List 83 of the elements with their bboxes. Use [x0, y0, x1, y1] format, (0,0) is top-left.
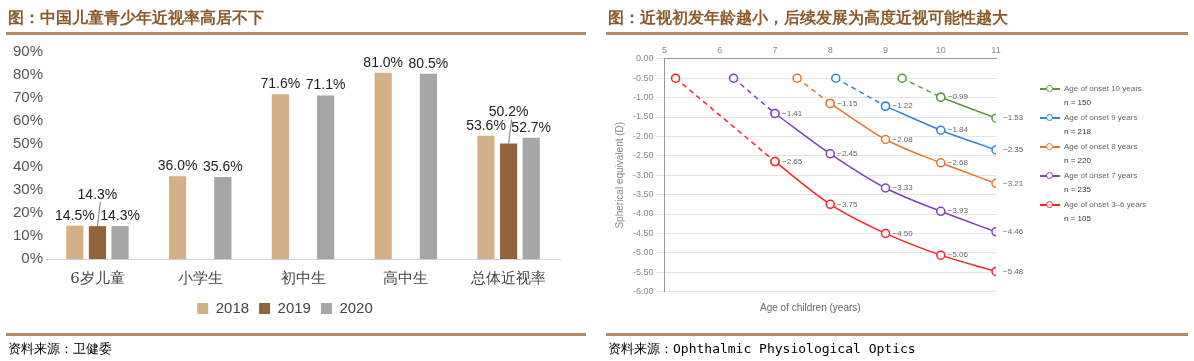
legend-label: Age of onset 8 years [1064, 142, 1139, 151]
y-tick-label: 50% [12, 134, 44, 152]
y-tick-label: 70% [12, 88, 44, 106]
y-tick-label: 0% [21, 249, 44, 267]
text: n = 150 [1064, 98, 1092, 107]
x-axis-title: Age of children (years) [760, 302, 861, 313]
text: 资料来源：Ophthalmic Physiological Optics [608, 340, 916, 358]
data-label: −2.08 [892, 134, 914, 144]
y-tick-label: 30% [12, 180, 44, 198]
x-tick-label: 9 [883, 44, 889, 55]
y-tick-label: -5.00 [633, 247, 654, 258]
data-label: 14.3% [100, 206, 140, 223]
data-label: 14.5% [54, 206, 95, 223]
y-tick-label: 60% [12, 111, 44, 129]
y-tick-label: -2.50 [633, 150, 654, 161]
data-label: −3.21 [1003, 178, 1024, 188]
data-label: −4.50 [892, 228, 914, 238]
y-tick-label: -3.00 [633, 169, 654, 180]
data-label: −1.84 [947, 125, 969, 135]
text: n = 235 [1064, 185, 1092, 194]
y-tick-label: -4.00 [633, 208, 654, 219]
x-tick-label: 初中生 [280, 268, 326, 287]
text: 资料来源：卫健委 [8, 340, 112, 358]
data-label: −5.48 [1003, 266, 1024, 276]
data-label: −3.93 [947, 206, 969, 216]
data-label: 71.1% [305, 76, 346, 93]
y-tick-label: -1.00 [633, 92, 654, 103]
legend-label: 2018 [215, 298, 250, 316]
data-label: 71.6% [260, 75, 301, 92]
chart-title: 图：近视初发年龄越小，后续发展为高度近视可能性越大 [608, 8, 1008, 29]
y-tick-label: 20% [12, 203, 44, 221]
y-tick-label: -6.00 [633, 286, 654, 297]
data-label: −2.35 [1003, 145, 1024, 155]
y-tick-label: -1.50 [633, 111, 654, 122]
data-label: −2.68 [947, 157, 969, 167]
y-tick-label: 0.00 [635, 53, 654, 64]
x-tick-label: 11 [991, 44, 1001, 55]
x-tick-label: 6 [717, 44, 723, 55]
x-tick-label: 总体近视率 [470, 268, 547, 287]
legend-label: 2019 [277, 298, 311, 316]
legend-label: Age of onset 9 years [1064, 113, 1139, 122]
y-tick-label: -3.50 [633, 189, 654, 200]
chart-title: 图：中国儿童青少年近视率高居不下 [8, 8, 264, 29]
legend-label: 2020 [339, 298, 373, 316]
data-label: −4.46 [1003, 227, 1024, 237]
data-label: −1.53 [1003, 113, 1024, 123]
y-tick-label: -5.50 [633, 266, 654, 277]
y-axis-title: Spherical equivalent (D) [613, 121, 625, 229]
x-tick-label: 高中生 [383, 268, 429, 287]
data-label: −2.45 [837, 149, 859, 159]
data-label: 14.3% [77, 185, 118, 202]
x-tick-label: 10 [935, 44, 946, 55]
data-label: −3.33 [892, 183, 914, 193]
y-tick-label: 40% [12, 157, 44, 175]
x-tick-label: 小学生 [177, 268, 223, 287]
y-tick-label: 90% [12, 42, 44, 60]
data-label: −1.22 [892, 101, 914, 111]
data-label: −2.65 [782, 156, 803, 166]
data-label: 35.6% [202, 157, 243, 174]
legend-label: Age of onset 7 years [1064, 171, 1139, 180]
y-tick-label: -0.50 [633, 72, 654, 83]
y-tick-label: 80% [12, 65, 44, 83]
legend-label: Age of onset 3–6 years [1064, 200, 1148, 209]
text: n = 218 [1064, 127, 1092, 136]
x-tick-label: 6岁儿童 [70, 268, 125, 287]
data-label: −0.99 [947, 92, 969, 102]
data-label: −1.41 [782, 108, 803, 118]
x-tick-label: 5 [662, 44, 668, 55]
legend-label: Age of onset 10 years [1064, 84, 1143, 93]
text: n = 105 [1064, 214, 1092, 223]
y-tick-label: -4.50 [633, 227, 654, 238]
data-label: 52.7% [511, 118, 552, 135]
x-tick-label: 8 [827, 44, 833, 55]
data-label: −3.75 [837, 199, 859, 209]
data-label: −5.06 [947, 250, 969, 260]
text: n = 220 [1064, 156, 1092, 165]
y-tick-label: 10% [12, 226, 44, 244]
data-label: 80.5% [408, 54, 449, 71]
data-label: 81.0% [363, 53, 404, 70]
data-label: 36.0% [157, 157, 198, 174]
y-tick-label: -2.00 [633, 130, 654, 141]
data-label: −1.15 [837, 98, 859, 108]
x-tick-label: 7 [772, 44, 778, 55]
